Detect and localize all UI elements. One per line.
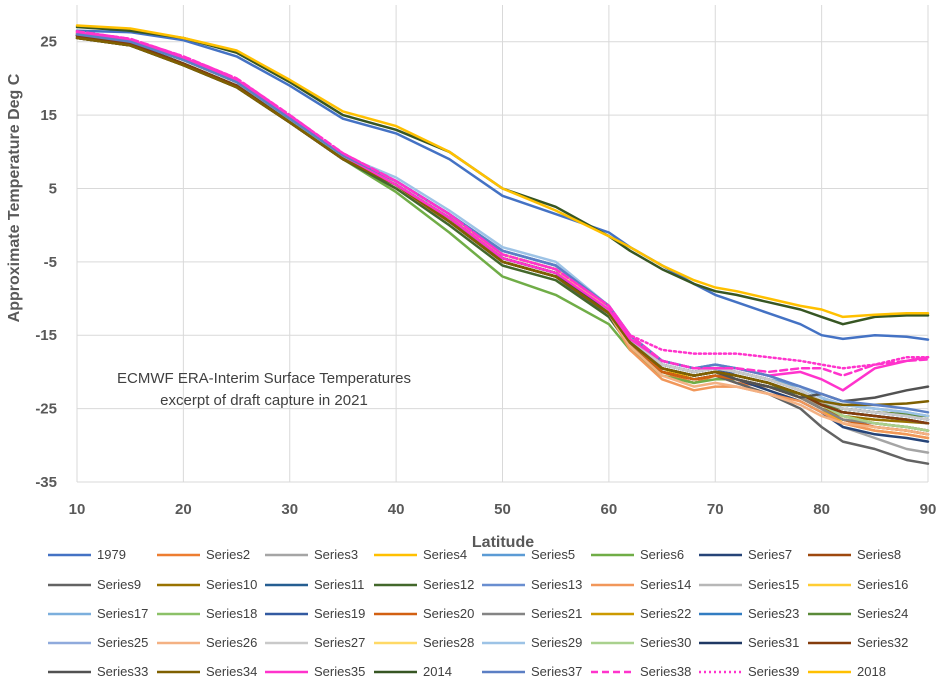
series-line [75,30,930,370]
legend-label: Series7 [748,547,792,562]
legend-label: Series11 [314,577,364,592]
x-tick-label: 10 [69,501,86,518]
legend-label: Series14 [640,577,691,592]
legend-label: Series37 [531,664,582,679]
legend-label: Series3 [314,547,358,562]
legend-label: Series39 [748,664,799,679]
legend-label: Series12 [423,577,474,592]
legend-label: Series23 [748,606,799,621]
x-tick-label: 60 [601,501,618,518]
x-tick-label: 20 [175,501,192,518]
legend-label: Series16 [857,577,908,592]
legend-label: 2018 [857,664,886,679]
legend-label: Series30 [640,635,691,650]
x-tick-label: 80 [813,501,830,518]
y-tick-label: -35 [35,474,57,491]
legend-label: Series22 [640,606,691,621]
y-tick-label: -25 [35,401,57,418]
x-axis-title: Latitude [472,534,534,551]
x-tick-label: 70 [707,501,724,518]
legend-label: Series15 [748,577,799,592]
series-line [75,36,930,407]
x-tick-label: 50 [494,501,511,518]
legend-label: Series19 [314,606,365,621]
legend-label: 2014 [423,664,452,679]
legend-label: Series13 [531,577,582,592]
legend-label: Series27 [314,635,365,650]
x-tick-label: 30 [281,501,298,518]
legend-label: Series32 [857,635,908,650]
y-tick-label: 25 [40,34,57,51]
legend-label: Series28 [423,635,474,650]
legend-label: Series34 [206,664,257,679]
series-line [75,24,930,319]
gridlines [76,5,929,483]
legend-label: Series35 [314,664,365,679]
series-lines [75,24,930,465]
legend-label: Series10 [206,577,257,592]
annotation-line-2: excerpt of draft capture in 2021 [160,392,368,409]
legend-label: Series21 [531,606,582,621]
x-tick-label: 90 [920,501,937,518]
legend-label: Series17 [97,606,148,621]
legend-label: Series24 [857,606,908,621]
legend: 1979 Series2 Series3 Series4 Series5 Series6 S… [48,547,908,679]
y-tick-label: 5 [49,180,57,197]
legend-label: Series33 [97,664,148,679]
legend-label: Series9 [97,577,141,592]
y-tick-label: -15 [35,327,57,344]
legend-label: Series18 [206,606,257,621]
y-tick-labels: 25 15 5 -5 -15 -25 -35 [35,34,57,491]
legend-label: Series26 [206,635,257,650]
legend-label: Series2 [206,547,250,562]
legend-label: Series25 [97,635,148,650]
y-tick-label: -5 [44,254,57,271]
y-tick-label: 15 [40,107,57,124]
legend-label: Series29 [531,635,582,650]
series-line [75,25,930,326]
legend-label: Series5 [531,547,575,562]
y-axis-title: Approximate Temperature Deg C [6,73,23,322]
legend-label: 1979 [97,547,126,562]
legend-label: Series8 [857,547,901,562]
legend-label: Series38 [640,664,691,679]
x-tick-label: 40 [388,501,405,518]
legend-label: Series4 [423,547,467,562]
legend-label: Series6 [640,547,684,562]
annotation-line-1: ECMWF ERA-Interim Surface Temperatures [117,370,411,387]
legend-label: Series31 [748,635,799,650]
x-tick-labels: 10 20 30 40 50 60 70 80 90 [69,501,937,518]
legend-label: Series20 [423,606,474,621]
